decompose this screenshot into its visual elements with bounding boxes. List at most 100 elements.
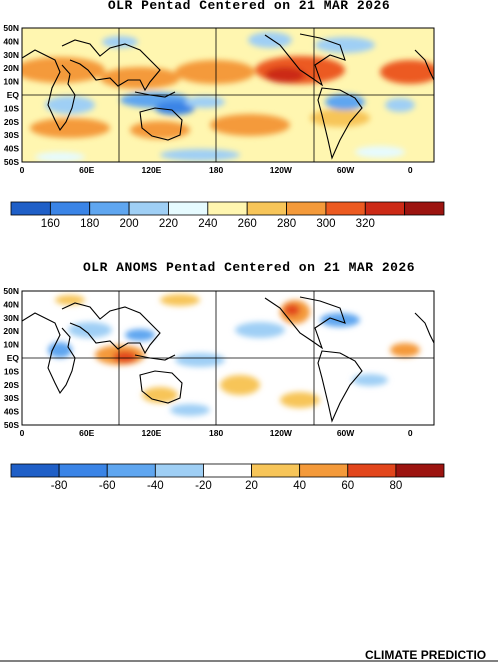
colorbar-swatch (246, 201, 287, 216)
colorbar-swatch (347, 463, 397, 478)
colorbar-swatch (286, 201, 327, 216)
olr-field (22, 32, 434, 162)
eurasia-outline (61, 302, 161, 355)
africa-outline (22, 312, 76, 395)
latitude-label: 10N (3, 77, 19, 87)
olr-colorbar: 160 180 200 220 240 260 280 300 320 (10, 201, 445, 230)
maritime-continent-outline (134, 354, 176, 361)
colorbar-label: -80 (51, 480, 68, 492)
colorbar-swatch (106, 463, 156, 478)
africa-west-edge (414, 312, 434, 344)
latitude-label: EQ (7, 90, 20, 100)
longitude-label: 60E (79, 165, 94, 175)
footer-credit: CLIMATE PREDICTIO (365, 648, 487, 662)
colorbar-swatch (10, 201, 51, 216)
colorbar-label: 40 (293, 480, 306, 492)
longitude-label: 120W (270, 428, 293, 438)
latitude-label: 50N (3, 286, 19, 296)
longitude-label: 0 (408, 428, 413, 438)
colorbar-swatch (404, 201, 445, 216)
latitude-label: 10S (4, 366, 19, 376)
colorbar-label: 180 (80, 218, 99, 230)
olr-map: 50N 40N 30N 20N 10N EQ 10S 20S 30S 40S 50S 0 60E 120… (3, 23, 435, 175)
eurasia-outline (61, 39, 161, 92)
longitude-label: 180 (209, 165, 223, 175)
longitude-label: 60W (337, 428, 355, 438)
latitude-label: 50S (4, 157, 19, 167)
map1-title: OLR Pentad Centered on 21 MAR 2026 (107, 0, 391, 13)
north-america-outline (264, 296, 346, 350)
colorbar-swatch (58, 463, 108, 478)
latitude-label: 50S (4, 420, 19, 430)
latitude-label: 10S (4, 103, 19, 113)
latitude-label: 30S (4, 393, 19, 403)
latitude-label: 20S (4, 117, 19, 127)
australia-outline (139, 370, 183, 404)
olr-anomaly-map: 50N 40N 30N 20N 10N EQ 10S 20S 30S 40S 50S 0 60E 120… (3, 286, 435, 438)
anomaly-field (48, 294, 420, 416)
colorbar-label: 160 (41, 218, 60, 230)
latitude-label: 30N (3, 313, 19, 323)
longitude-label: 180 (209, 428, 223, 438)
latitude-label: 20N (3, 326, 19, 336)
latitude-label: 30N (3, 50, 19, 60)
longitude-label: 120E (141, 428, 161, 438)
colorbar-swatch (395, 463, 445, 478)
australia-outline (139, 107, 183, 141)
colorbar-label: -20 (195, 480, 212, 492)
latitude-label: 30S (4, 130, 19, 140)
latitude-label: EQ (7, 353, 20, 363)
anomaly-colorbar: -80 -60 -40 -20 20 40 60 80 (10, 463, 445, 492)
map2-latitude-labels: 50N 40N 30N 20N 10N EQ 10S 20S 30S 40S 50S (3, 286, 19, 430)
latitude-label: 20S (4, 380, 19, 390)
colorbar-swatch (207, 201, 248, 216)
colorbar-label: 320 (356, 218, 375, 230)
colorbar-label: -40 (147, 480, 164, 492)
colorbar-label: 280 (277, 218, 296, 230)
latitude-label: 40S (4, 144, 19, 154)
colorbar-label: -60 (99, 480, 116, 492)
colorbar-swatch (49, 201, 91, 216)
colorbar-swatch (299, 463, 349, 478)
africa-outline (22, 49, 76, 132)
maritime-continent-outline (134, 91, 176, 98)
longitude-label: 60W (337, 165, 355, 175)
latitude-label: 50N (3, 23, 19, 33)
colorbar-label: 220 (159, 218, 178, 230)
longitude-label: 120W (270, 165, 293, 175)
latitude-label: 10N (3, 340, 19, 350)
latitude-label: 40S (4, 407, 19, 417)
colorbar-swatch (203, 463, 252, 478)
colorbar-swatch (364, 201, 406, 216)
colorbar-swatch (89, 201, 130, 216)
map2-longitude-labels: 0 60E 120E 180 120W 60W 0 (20, 428, 413, 438)
map2-title: OLR ANOMS Pentad Centered on 21 MAR 2026 (82, 260, 416, 275)
colorbar-label: 60 (341, 480, 354, 492)
colorbar-swatch (325, 201, 366, 216)
africa-west-edge (414, 49, 434, 81)
colorbar-label: 80 (389, 480, 402, 492)
longitude-label: 60E (79, 428, 94, 438)
colorbar-label: 240 (198, 218, 217, 230)
colorbar-label: 200 (119, 218, 138, 230)
colorbar-label: 260 (238, 218, 257, 230)
colorbar-swatch (10, 463, 60, 478)
colorbar-swatch (168, 201, 209, 216)
colorbar-label: 20 (245, 480, 258, 492)
colorbar-swatch (251, 463, 301, 478)
colorbar-swatch (128, 201, 169, 216)
latitude-label: 40N (3, 36, 19, 46)
longitude-label: 0 (408, 165, 413, 175)
latitude-label: 20N (3, 63, 19, 73)
longitude-label: 0 (20, 165, 25, 175)
map1-longitude-labels: 0 60E 120E 180 120W 60W 0 (20, 165, 413, 175)
latitude-label: 40N (3, 299, 19, 309)
colorbar-swatch (154, 463, 204, 478)
map1-gridlines (22, 28, 434, 162)
map2-gridlines (22, 291, 434, 425)
longitude-label: 120E (141, 165, 161, 175)
north-america-outline (264, 33, 346, 87)
longitude-label: 0 (20, 428, 25, 438)
colorbar-label: 300 (316, 218, 335, 230)
